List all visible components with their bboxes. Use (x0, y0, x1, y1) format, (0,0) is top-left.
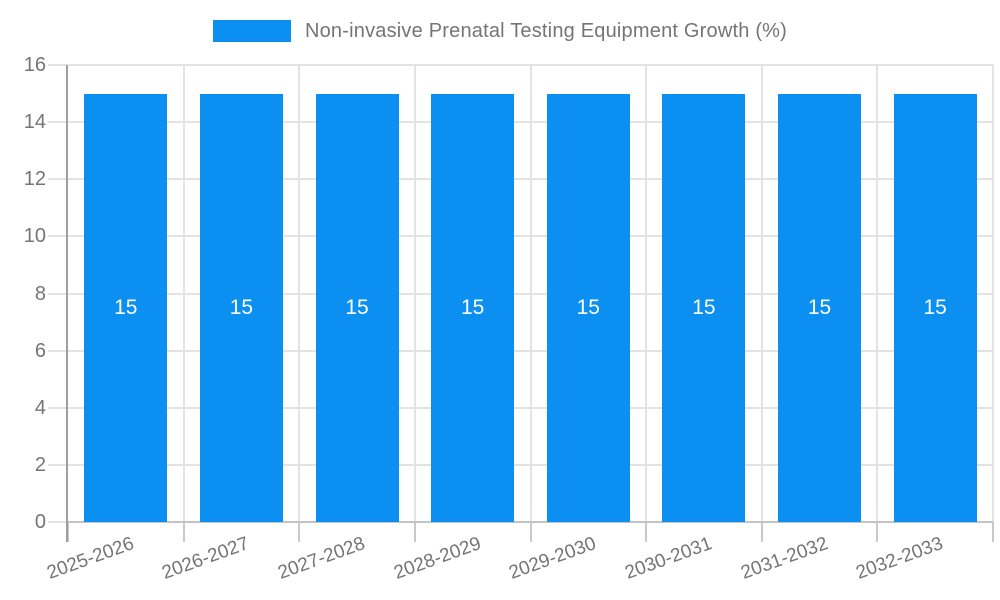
y-tick (48, 235, 68, 238)
x-gridline (992, 65, 994, 522)
bar (546, 93, 630, 522)
bar-value-label: 15 (114, 295, 138, 319)
chart-legend[interactable]: Non-invasive Prenatal Testing Equipment … (0, 20, 1000, 42)
bar-value-label: 15 (576, 295, 600, 319)
y-tick-label: 14 (23, 111, 46, 134)
x-gridline (760, 65, 763, 522)
x-tick (876, 522, 879, 542)
bar (893, 93, 977, 522)
y-tick-label: 12 (23, 168, 46, 191)
y-tick (48, 64, 68, 66)
y-tick (48, 121, 68, 124)
bar (199, 93, 283, 522)
y-tick-label: 2 (34, 453, 46, 476)
y-tick-label: 16 (23, 54, 46, 76)
bar-value-label: 15 (229, 295, 254, 319)
x-gridline (182, 65, 185, 522)
bar-value-label: 15 (345, 295, 369, 319)
x-gridline (298, 65, 301, 522)
y-tick-label: 8 (34, 282, 46, 305)
y-tick-label: 4 (34, 396, 46, 419)
y-axis-line (66, 65, 68, 542)
bar-value-label: 15 (692, 295, 716, 319)
x-gridline (645, 65, 648, 522)
x-tick (298, 522, 301, 542)
bar (315, 93, 399, 522)
legend-swatch-icon (212, 20, 291, 42)
y-tick (48, 463, 68, 466)
bar-value-label: 15 (923, 295, 947, 319)
x-tick (413, 522, 416, 542)
bar-value-label: 15 (461, 295, 485, 319)
x-gridline (876, 65, 879, 522)
bar (84, 93, 168, 522)
x-gridline (529, 65, 532, 522)
x-tick (992, 522, 994, 542)
bar (431, 93, 515, 522)
x-tick (760, 522, 763, 542)
x-tick (529, 522, 532, 542)
y-tick (48, 292, 68, 295)
x-tick (182, 522, 185, 542)
y-tick (48, 178, 68, 181)
y-tick-label: 10 (23, 225, 46, 248)
y-tick (48, 521, 68, 523)
bar (662, 93, 746, 522)
y-tick (48, 349, 68, 352)
bar-value-label: 15 (807, 295, 832, 319)
x-gridline (413, 65, 416, 522)
x-tick (67, 522, 69, 542)
x-tick (645, 522, 648, 542)
legend-label: Non-invasive Prenatal Testing Equipment … (304, 20, 788, 42)
x-axis-line (68, 521, 993, 523)
bar (778, 93, 862, 522)
y-tick (48, 406, 68, 409)
y-tick-label: 6 (34, 339, 46, 362)
y-tick-label: 0 (34, 511, 46, 533)
